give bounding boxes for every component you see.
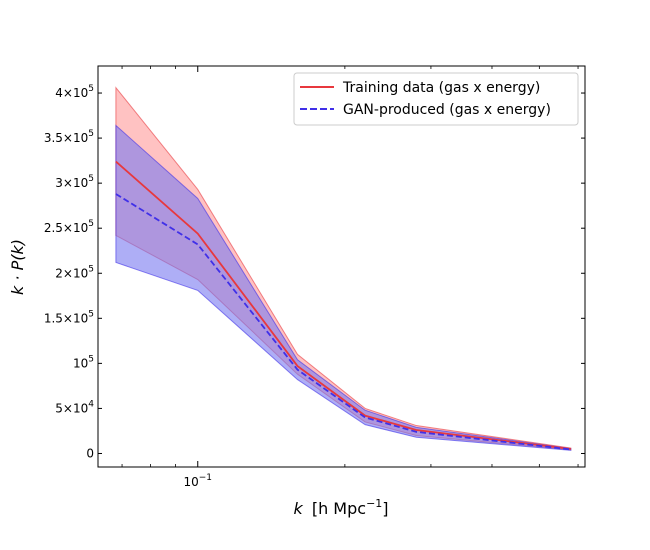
y-tick-label: 1.5×105 xyxy=(44,309,94,325)
y-tick-label: 2.5×105 xyxy=(44,219,94,235)
y-tick-label: 3×105 xyxy=(55,174,94,190)
legend-label-gan: GAN-produced (gas x energy) xyxy=(343,102,551,118)
gan-band xyxy=(115,124,572,451)
y-axis: 0 5×104 105 1.5×105 2×105 2.5×105 3×105 3.5×105… xyxy=(44,84,585,460)
y-tick-label: 4×105 xyxy=(55,84,94,100)
x-axis-label: k [h Mpc−1] xyxy=(293,497,388,518)
y-axis-label: k · P(k) xyxy=(8,239,27,295)
y-tick-label: 0 xyxy=(86,446,94,460)
y-tick-label: 3.5×105 xyxy=(44,129,94,145)
plot-area xyxy=(115,86,572,451)
legend-box xyxy=(293,72,579,126)
legend: Training data (gas x energy) GAN-produce… xyxy=(293,72,579,126)
plot-frame xyxy=(97,65,586,468)
x-tick-label: 10−1 xyxy=(183,473,212,489)
training-line xyxy=(115,160,571,450)
y-tick-label: 5×104 xyxy=(55,399,94,415)
legend-label-training: Training data (gas x energy) xyxy=(342,80,540,96)
gan-line xyxy=(115,193,571,451)
y-tick-label: 2×105 xyxy=(55,264,94,280)
y-tick-label: 105 xyxy=(73,354,94,370)
